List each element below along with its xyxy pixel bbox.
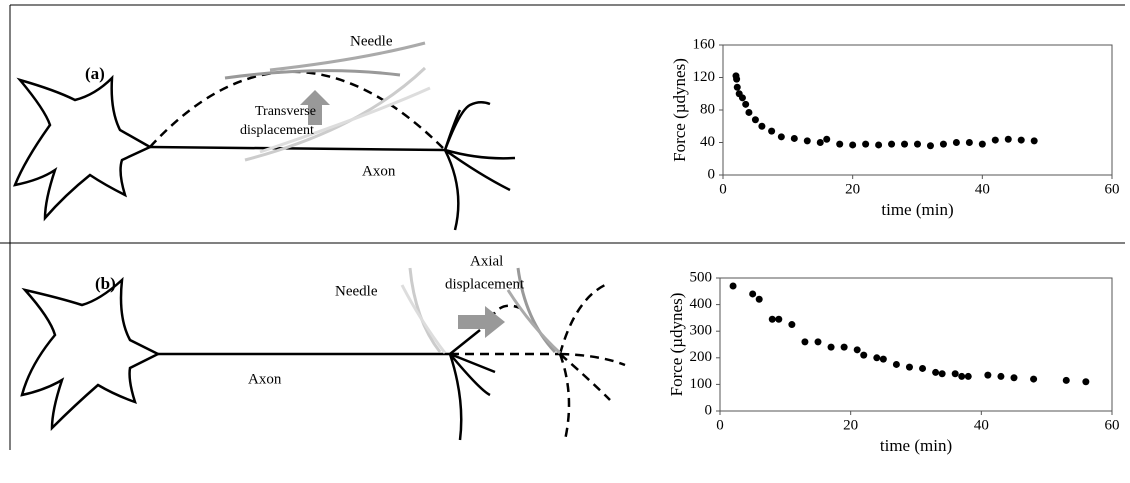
y-tick-label: 100 [690,376,713,392]
displacement-label: Transverse [255,104,316,119]
point [745,108,753,116]
point [888,140,896,148]
point [892,360,900,368]
point [755,295,763,303]
y-tick-label: 300 [690,323,713,339]
point [1030,137,1038,145]
point [1010,374,1018,382]
x-axis-label: time (min) [881,200,953,219]
point [965,139,973,146]
point [1030,375,1038,383]
point [849,141,857,149]
y-tick-label: 400 [690,296,713,312]
point [926,142,934,150]
point [938,370,946,378]
plot-area [722,44,1113,176]
point [1004,135,1012,143]
y-axis-label: Force (µdynes) [667,293,686,397]
x-tick-label: 40 [975,181,990,197]
point [932,368,940,376]
point [814,338,822,346]
point [823,135,831,143]
point [738,94,746,102]
point [901,140,909,148]
axon-label: Axon [362,163,396,179]
y-tick-label: 40 [700,134,715,150]
point [768,127,776,135]
point [951,370,959,378]
point [964,372,972,380]
panel-label: (a) [85,64,105,83]
point [733,75,741,83]
point [836,140,844,148]
neuron-a [12,41,516,231]
point [1017,136,1025,144]
point [919,364,927,372]
x-tick-label: 60 [1105,417,1120,433]
y-tick-label: 160 [693,36,716,52]
point [840,343,848,351]
point [777,133,785,141]
frame [0,4,1125,450]
point [742,100,750,108]
y-tick-label: 120 [693,69,716,85]
needle-label: Needle [335,283,378,299]
point [879,355,887,363]
point [984,371,992,379]
x-tick-label: 0 [716,417,724,433]
point [775,315,783,323]
point [952,139,960,146]
point [939,140,947,148]
point [875,141,883,149]
axon-label: Axon [248,371,282,387]
displacement-label: displacement [240,123,314,138]
plot-area [719,277,1113,412]
y-tick-label: 0 [708,166,716,182]
point [768,315,776,323]
x-tick-label: 60 [1105,181,1120,197]
point [905,363,913,371]
y-tick-label: 200 [690,349,713,365]
point [827,343,835,351]
point [860,351,868,359]
needle-label: Needle [350,33,393,49]
point [733,83,741,91]
displacement-label: Axial [470,253,503,269]
panel-label: (b) [95,274,116,293]
y-tick-label: 0 [705,402,713,418]
point [758,122,766,130]
x-tick-label: 20 [845,181,860,197]
x-tick-label: 0 [719,181,727,197]
point [991,136,999,144]
neuron-b [20,267,626,441]
point [853,346,861,354]
point [801,338,809,346]
x-tick-label: 40 [974,417,989,433]
point [816,139,824,146]
point [1082,378,1090,386]
point [958,372,966,380]
point [790,134,798,142]
x-axis-label: time (min) [880,436,952,455]
y-tick-label: 80 [700,101,715,117]
point [873,354,881,362]
x-tick-label: 20 [843,417,858,433]
point [751,116,759,124]
displacement-label: displacement [445,276,525,292]
point [997,372,1005,380]
point [788,321,796,329]
point [978,140,986,148]
y-tick-label: 500 [690,269,713,285]
point [914,140,921,148]
point [749,290,757,298]
point [1062,376,1070,384]
point [862,140,870,148]
y-axis-label: Force (µdynes) [670,58,689,162]
point [729,282,737,290]
point [803,137,811,145]
